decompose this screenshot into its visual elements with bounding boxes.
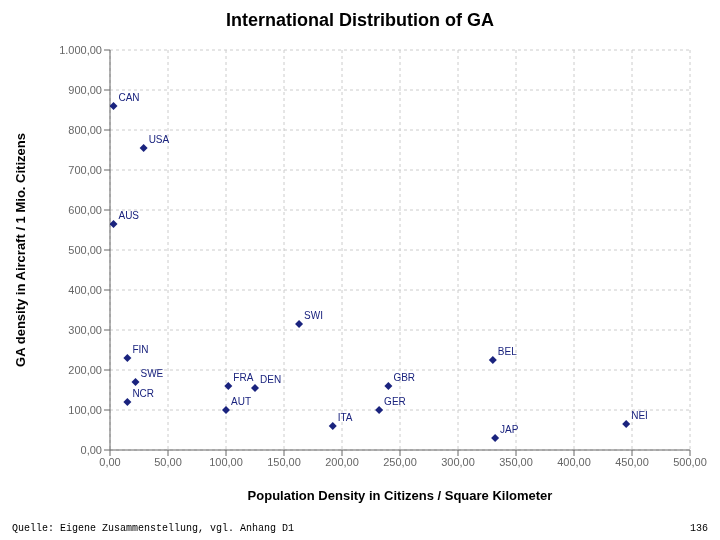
- svg-text:250,00: 250,00: [383, 456, 417, 468]
- svg-text:DEN: DEN: [260, 374, 281, 385]
- svg-text:FRA: FRA: [233, 372, 253, 383]
- svg-text:SWE: SWE: [141, 368, 164, 379]
- svg-text:700,00: 700,00: [68, 164, 102, 176]
- svg-text:900,00: 900,00: [68, 84, 102, 96]
- svg-text:SWI: SWI: [304, 310, 323, 321]
- svg-text:400,00: 400,00: [68, 284, 102, 296]
- html-text:International Distribution of: International Distribution of GA: [226, 9, 494, 30]
- svg-text:200,00: 200,00: [68, 364, 102, 376]
- svg-text:800,00: 800,00: [68, 124, 102, 136]
- svg-text:GBR: GBR: [393, 372, 415, 383]
- svg-text:200,00: 200,00: [325, 456, 359, 468]
- svg-text:FIN: FIN: [132, 344, 148, 355]
- svg-text:CAN: CAN: [118, 92, 139, 103]
- svg-text:400,00: 400,00: [557, 456, 591, 468]
- svg-text:USA: USA: [149, 134, 170, 145]
- svg-text:600,00: 600,00: [68, 204, 102, 216]
- svg-text:50,00: 50,00: [154, 456, 182, 468]
- svg-text:GA density in Aircraft / 1 Mio: GA density in Aircraft / 1 Mio. Citizens: [13, 133, 28, 367]
- svg-text:NCR: NCR: [132, 388, 154, 399]
- html-text:Quelle: Eigene Zusammenstellun: Quelle: Eigene Zusammenstellung, vgl. An…: [12, 523, 294, 534]
- svg-text:300,00: 300,00: [441, 456, 475, 468]
- svg-text:500,00: 500,00: [673, 456, 707, 468]
- svg-text:100,00: 100,00: [68, 404, 102, 416]
- svg-text:ITA: ITA: [338, 412, 353, 423]
- svg-text:JAP: JAP: [500, 424, 519, 435]
- svg-text:150,00: 150,00: [267, 456, 301, 468]
- svg-text:Population Density in Citizens: Population Density in Citizens / Square …: [248, 488, 553, 503]
- svg-text:500,00: 500,00: [68, 244, 102, 256]
- svg-text:AUT: AUT: [231, 396, 251, 407]
- svg-text:GER: GER: [384, 396, 406, 407]
- svg-text:450,00: 450,00: [615, 456, 649, 468]
- svg-text:1.000,00: 1.000,00: [59, 44, 102, 56]
- svg-text:BEL: BEL: [498, 346, 517, 357]
- svg-text:0,00: 0,00: [99, 456, 120, 468]
- svg-text:AUS: AUS: [118, 210, 139, 221]
- svg-text:0,00: 0,00: [81, 444, 102, 456]
- svg-text:300,00: 300,00: [68, 324, 102, 336]
- svg-text:NEI: NEI: [631, 410, 648, 421]
- html-text:136: 136: [690, 523, 708, 534]
- svg-text:100,00: 100,00: [209, 456, 243, 468]
- svg-text:350,00: 350,00: [499, 456, 533, 468]
